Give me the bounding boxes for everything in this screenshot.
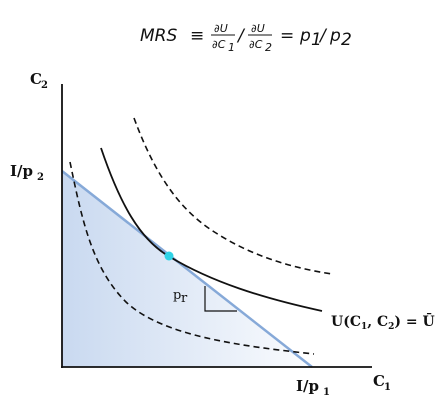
mrs-formula-den2: ∂C xyxy=(249,38,263,51)
mrs-formula-rhs-p1: p xyxy=(299,26,311,46)
mrs-formula-den1-sub: 1 xyxy=(228,41,235,54)
mrs-formula-rhs-sub1: 1 xyxy=(311,30,322,50)
y-axis-label: C xyxy=(30,70,42,88)
utility-label-sub2: 2 xyxy=(388,322,394,332)
utility-label-mid: , C xyxy=(367,314,388,330)
lower-indifference-curve xyxy=(69,161,315,355)
x-axis-label: C xyxy=(373,372,385,390)
mrs-formula-den1: ∂C xyxy=(212,38,226,51)
slope-triangle xyxy=(204,286,237,312)
x-intercept-label: I/p xyxy=(296,377,319,395)
mrs-formula-slash: / xyxy=(236,26,246,46)
utility-curve-label: U(C1, C2) = Ū xyxy=(331,311,435,332)
mrs-formula-num1: ∂U xyxy=(214,22,228,35)
slope-label-sub: r xyxy=(181,291,188,306)
utility-label-suffix: ) = Ū xyxy=(394,311,434,330)
y-intercept-label: I/p xyxy=(10,162,33,180)
mrs-formula-equiv: ≡ xyxy=(190,26,204,46)
slope-label: p xyxy=(173,288,181,303)
mrs-formula-num2: ∂U xyxy=(251,22,265,35)
x-axis-label-sub: 1 xyxy=(384,382,391,393)
budget-line xyxy=(61,170,313,368)
x-intercept-label-sub: 1 xyxy=(323,387,330,398)
upper-indifference-curve xyxy=(133,117,333,275)
mrs-formula-lhs: MRS xyxy=(140,26,177,46)
mrs-formula-rhs-slash: / xyxy=(318,26,328,46)
y-axis-label-sub: 2 xyxy=(41,80,48,91)
mrs-formula-rhs-sub2: 2 xyxy=(341,30,352,50)
mrs-formula-den2-sub: 2 xyxy=(265,41,272,54)
mrs-formula-equals: = xyxy=(280,26,294,46)
utility-label-prefix: U(C xyxy=(331,314,361,330)
y-intercept-label-sub: 2 xyxy=(37,172,44,183)
utility-label-sub1: 1 xyxy=(361,322,367,332)
mrs-formula-rhs-p2: p xyxy=(329,26,341,46)
tangency-point xyxy=(164,251,174,261)
